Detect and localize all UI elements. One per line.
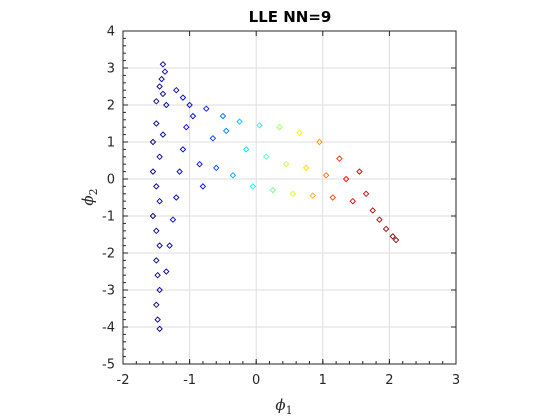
data-point	[349, 197, 357, 205]
data-point	[242, 146, 250, 153]
data-point	[159, 61, 167, 68]
data-point	[163, 101, 170, 109]
data-point	[382, 225, 390, 233]
data-point	[269, 186, 277, 194]
y-tick-labels: -5 -4 -3 -2 -1 0 1 2 3 4	[102, 25, 115, 373]
data-point	[376, 216, 383, 223]
data-point	[322, 172, 330, 179]
data-point	[179, 146, 187, 153]
data-point	[156, 325, 163, 333]
data-point	[166, 242, 173, 249]
data-point	[289, 190, 297, 198]
data-point	[296, 129, 303, 136]
data-point	[362, 190, 370, 198]
x-tick-label: -1	[183, 373, 196, 388]
data-point	[159, 90, 167, 98]
data-point	[154, 271, 161, 279]
data-point	[342, 175, 350, 183]
data-point	[276, 123, 283, 131]
y-axis-label: ϕ2	[79, 188, 100, 205]
data-point	[156, 242, 163, 249]
data-point	[249, 183, 257, 190]
data-point	[153, 98, 160, 105]
data-point	[309, 192, 317, 199]
y-tick-label: 2	[107, 99, 115, 114]
x-tick-label: 1	[319, 373, 327, 388]
x-axis-label: ϕ1	[275, 396, 292, 417]
data-point	[179, 94, 187, 101]
y-tick-label: 1	[107, 136, 115, 151]
data-point	[222, 127, 230, 135]
data-point	[336, 155, 343, 162]
axis-ticks	[122, 30, 457, 365]
data-point	[156, 153, 163, 161]
data-point	[149, 138, 157, 146]
y-axis-label-main: ϕ	[79, 195, 97, 205]
data-point	[159, 131, 167, 138]
y-tick-label: -1	[102, 210, 115, 225]
data-point	[173, 86, 180, 94]
data-point	[199, 183, 207, 190]
data-point	[189, 112, 197, 120]
data-point	[369, 207, 376, 214]
y-tick-label: -5	[102, 358, 115, 373]
y-tick-label: -4	[102, 321, 115, 336]
data-point	[153, 120, 160, 127]
data-point	[282, 160, 290, 168]
y-tick-label: 0	[107, 173, 115, 188]
data-point	[156, 83, 163, 90]
data-point	[169, 216, 177, 223]
data-point	[161, 68, 169, 75]
data-point	[389, 233, 396, 240]
data-point	[163, 268, 170, 275]
x-axis-label-sub: 1	[286, 404, 293, 417]
data-point	[153, 301, 160, 309]
data-point	[154, 316, 161, 323]
data-point	[213, 164, 220, 172]
data-point	[229, 172, 237, 179]
data-point	[356, 168, 363, 175]
data-point	[262, 153, 270, 161]
x-tick-label: 3	[452, 373, 460, 388]
data-point	[236, 118, 243, 125]
data-point	[153, 183, 160, 190]
data-point	[186, 101, 193, 109]
data-points	[149, 61, 400, 333]
data-point	[329, 194, 337, 201]
data-point	[183, 123, 190, 131]
y-tick-label: 4	[107, 25, 115, 40]
x-axis-label-main: ϕ	[275, 396, 285, 414]
data-point	[196, 160, 203, 168]
data-point	[392, 236, 400, 244]
x-tick-label: 2	[385, 373, 393, 388]
y-tick-label: -2	[102, 247, 115, 262]
x-tick-label: -2	[117, 373, 130, 388]
data-point	[203, 105, 210, 112]
data-point	[153, 257, 160, 264]
x-tick-label: 0	[252, 373, 260, 388]
y-tick-label: -3	[102, 284, 115, 299]
data-point	[156, 197, 163, 205]
data-point	[173, 194, 180, 201]
data-point	[209, 135, 217, 142]
data-point	[302, 164, 310, 172]
data-point	[176, 168, 183, 175]
x-tick-labels: -2 -1 0 1 2 3	[117, 373, 461, 388]
data-point	[316, 138, 323, 146]
axes-frame	[122, 30, 457, 365]
data-point	[158, 75, 165, 83]
data-point	[256, 122, 263, 129]
y-axis-label-sub: 2	[87, 188, 100, 195]
y-tick-label: 3	[107, 62, 115, 77]
data-point	[156, 286, 163, 294]
data-point	[219, 112, 227, 120]
data-point	[149, 212, 157, 220]
data-point	[153, 227, 160, 235]
data-point	[149, 168, 157, 175]
chart-title: LLE NN=9	[249, 8, 332, 26]
